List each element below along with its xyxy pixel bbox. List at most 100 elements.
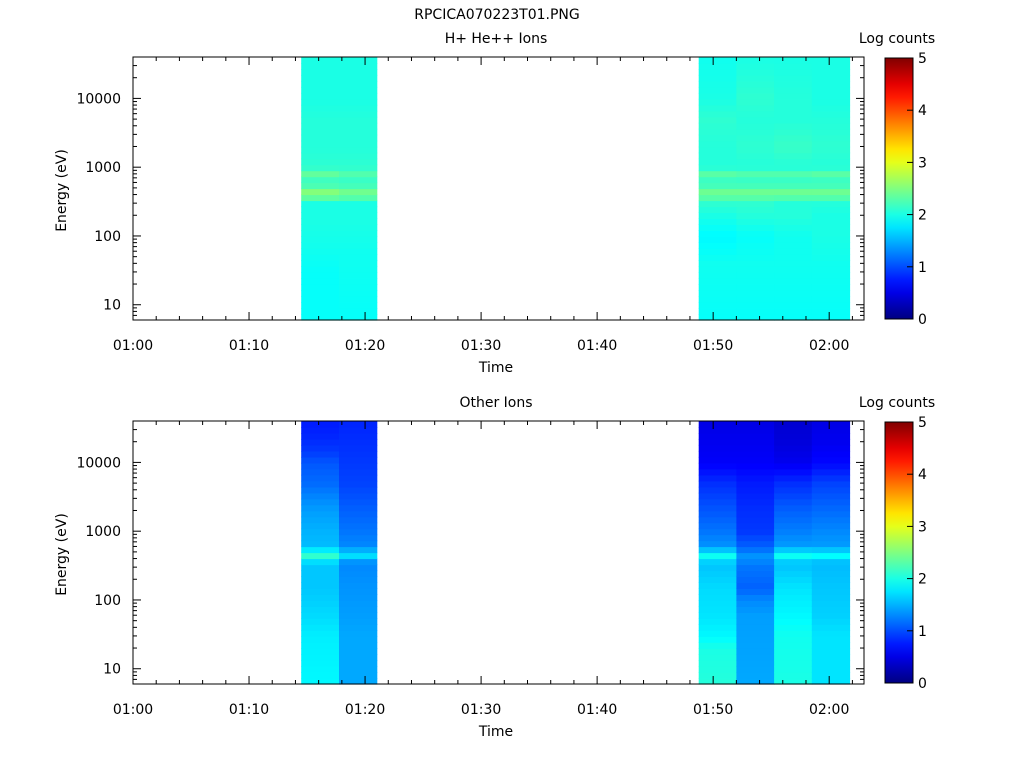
spectrogram-cell [736, 630, 775, 637]
spectrogram-cell [774, 284, 813, 291]
spectrogram-cell [736, 588, 775, 595]
colorbar-tick-label: 0 [918, 312, 927, 328]
x-tick-label: 01:20 [345, 338, 385, 354]
spectrogram-cell [698, 492, 737, 500]
spectrogram-cell [811, 278, 851, 285]
spectrogram-cell [736, 438, 775, 446]
spectrogram-cell [301, 672, 340, 679]
spectrogram-cell [301, 498, 340, 506]
spectrogram-cell [774, 486, 813, 494]
spectrogram-cell [339, 176, 378, 184]
spectrogram-cell [774, 140, 813, 148]
spectrogram-cell [301, 272, 340, 279]
spectrogram-cell [339, 200, 378, 208]
spectrogram-cell [811, 450, 851, 458]
spectrogram-cell [339, 302, 378, 309]
spectrogram-cell [774, 182, 813, 190]
spectrogram-cell [698, 302, 737, 309]
spectrogram-cell [774, 134, 813, 142]
spectrogram-cell [698, 576, 737, 583]
spectrogram-cell [811, 522, 851, 530]
spectrogram-cell [774, 444, 813, 452]
spectrogram-cell [736, 624, 775, 631]
spectrogram-cell [301, 212, 340, 219]
spectrogram-cell [301, 492, 340, 500]
spectrogram-cell [698, 104, 737, 112]
spectrogram-cell [698, 170, 737, 178]
spectrogram-cell [301, 516, 340, 524]
spectrogram-cell [698, 188, 737, 196]
spectrogram-cell [339, 314, 378, 321]
spectrogram-cell [811, 564, 851, 572]
spectrogram-cell [736, 182, 775, 190]
spectrogram-cell [698, 266, 737, 273]
spectrogram-cell [339, 462, 378, 470]
spectrogram-cell [339, 474, 378, 482]
spectrogram-cell [301, 242, 340, 249]
spectrogram-cell [774, 128, 813, 136]
spectrogram-cell [736, 498, 775, 506]
y-tick-label: 1000 [85, 524, 121, 540]
spectrogram-cell [774, 564, 813, 572]
spectrogram-cell [339, 606, 378, 613]
spectrogram-cell [339, 236, 378, 243]
spectrogram-cell [301, 648, 340, 655]
spectrogram-cell [774, 558, 813, 566]
spectrogram-cell [698, 290, 737, 297]
spectrogram-cell [811, 110, 851, 118]
spectrogram-cell [301, 152, 340, 160]
spectrogram-cell [774, 296, 813, 303]
spectrogram-cell [339, 672, 378, 679]
spectrogram-cell [736, 486, 775, 494]
spectrogram-cell [698, 230, 737, 237]
spectrogram-cell [301, 278, 340, 285]
spectrogram-cell [339, 618, 378, 625]
spectrogram-cell [774, 158, 813, 166]
spectrogram-cell [339, 588, 378, 595]
spectrogram-cell [811, 80, 851, 88]
spectrogram-cell [774, 308, 813, 315]
spectrogram-cell [301, 546, 340, 554]
spectrogram-cell [736, 170, 775, 178]
spectrogram-cell [811, 164, 851, 172]
spectrogram-cell [339, 86, 378, 94]
spectrogram-cell [736, 296, 775, 303]
spectrogram-cell [774, 92, 813, 100]
spectrogram-cell [301, 182, 340, 190]
spectrogram-cell [698, 242, 737, 249]
x-tick-label: 02:00 [809, 702, 849, 718]
spectrogram-cell [774, 170, 813, 178]
spectrogram-cell [774, 242, 813, 249]
spectrogram-cell [301, 588, 340, 595]
spectrogram-cell [339, 498, 378, 506]
x-tick-label: 01:10 [229, 702, 269, 718]
spectrogram-cell [301, 284, 340, 291]
spectrogram-cell [339, 444, 378, 452]
spectrogram-cell [339, 660, 378, 667]
spectrogram-cell [774, 534, 813, 542]
spectrogram-cell [301, 164, 340, 172]
spectrogram-cell [811, 528, 851, 536]
spectrogram-cell [736, 564, 775, 572]
spectrogram-cell [774, 314, 813, 321]
spectrogram-cell [736, 552, 775, 560]
spectrogram-cell [339, 224, 378, 231]
spectrogram-cell [811, 69, 851, 76]
spectrogram-cell [774, 522, 813, 530]
x-tick-label: 01:40 [577, 702, 617, 718]
spectrogram-cell [698, 456, 737, 464]
spectrogram-cell [736, 116, 775, 124]
spectrogram-cell [339, 80, 378, 88]
x-tick-label: 01:00 [113, 702, 153, 718]
spectrogram-cell [301, 188, 340, 196]
spectrogram-cell [698, 636, 737, 643]
spectrogram-cell [698, 427, 737, 434]
plot-frame [132, 420, 865, 685]
spectrogram-cell [736, 456, 775, 464]
spectrogram-cell [698, 642, 737, 649]
spectrogram-cell [301, 540, 340, 548]
x-axis-label: Time [478, 360, 513, 376]
spectrogram-cell [811, 206, 851, 213]
spectrogram-cell [736, 158, 775, 166]
spectrogram-cell [339, 564, 378, 572]
